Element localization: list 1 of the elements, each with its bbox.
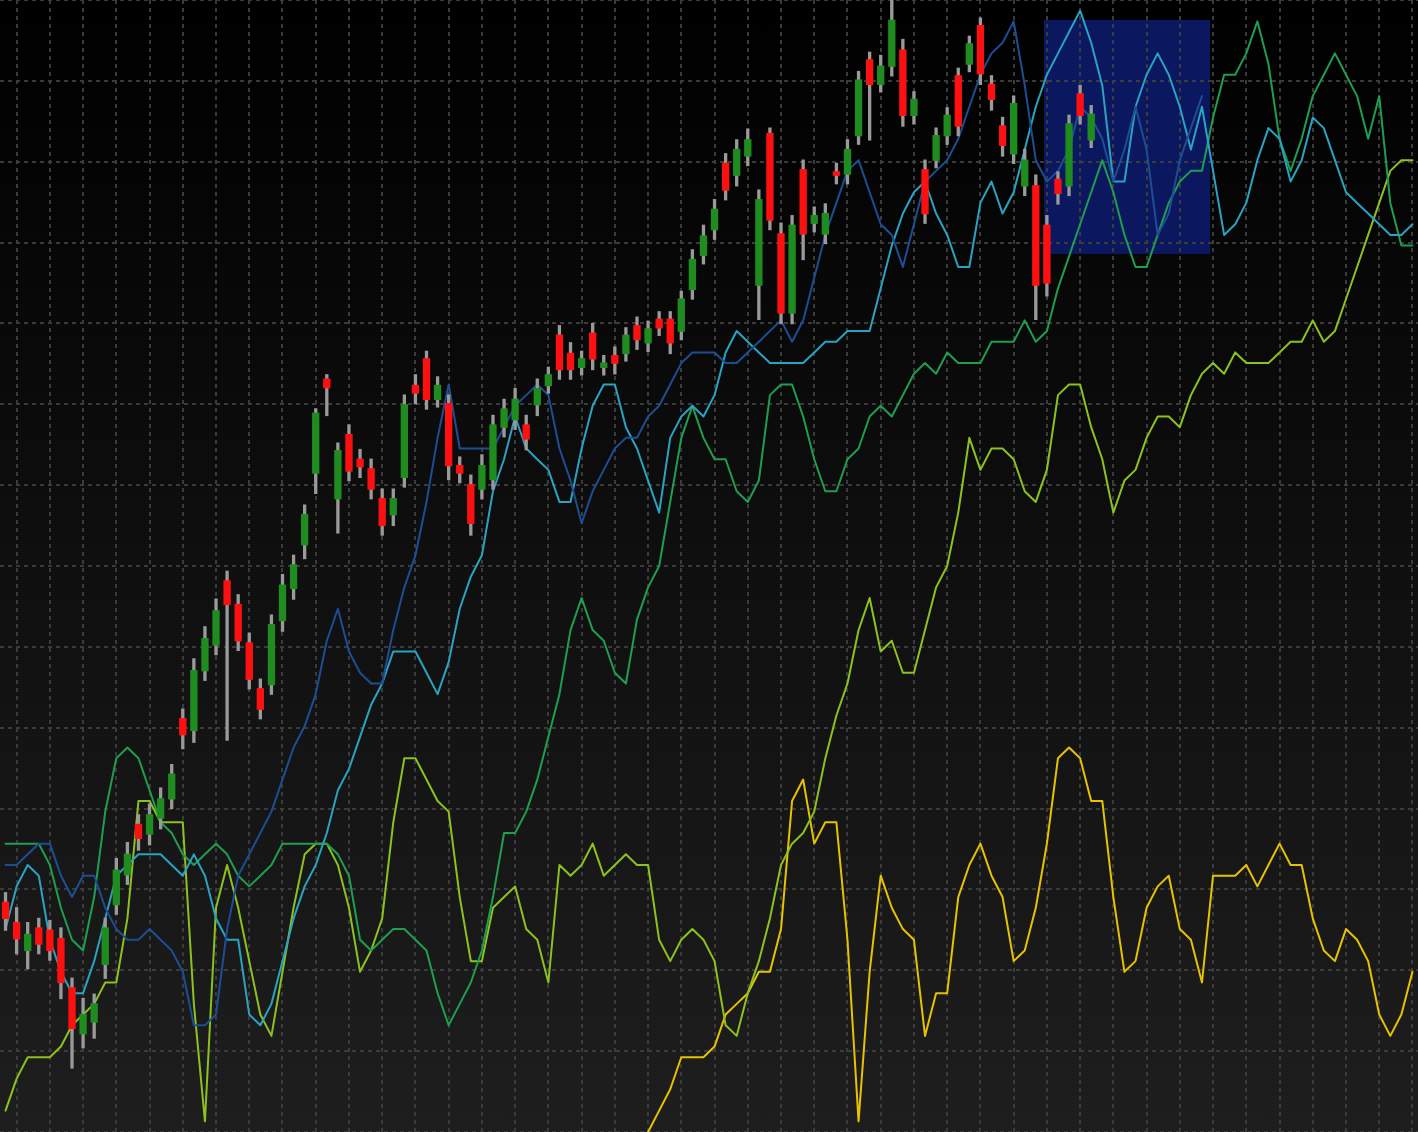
candlestick xyxy=(223,570,231,741)
